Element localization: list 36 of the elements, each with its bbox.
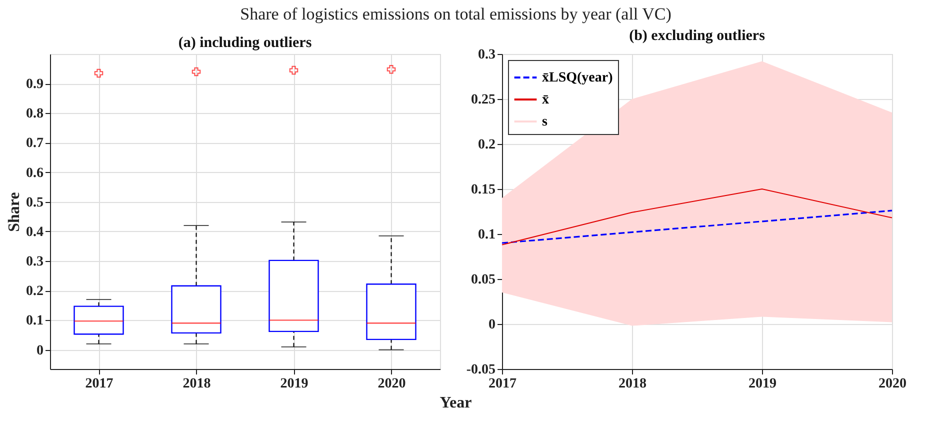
- legend-label: x̄: [542, 92, 549, 108]
- y-tick-label: 0.1: [26, 314, 44, 329]
- y-axis-title: Share: [6, 192, 23, 232]
- y-tick-label: 0.05: [471, 272, 496, 288]
- y-tick-label: 0.7: [26, 136, 44, 152]
- x-axis-title: Year: [440, 394, 472, 412]
- x-tick-label: 2020: [878, 376, 906, 392]
- y-tick-label: 0.1: [478, 228, 496, 242]
- y-tick-label: 0.3: [26, 254, 44, 270]
- line-series: [502, 188, 892, 246]
- y-tick-label: 0.9: [26, 77, 44, 92]
- y-tick-label: 0.2: [478, 138, 496, 152]
- y-tick-label: 0.6: [26, 166, 44, 181]
- y-tick-label: 0.25: [471, 92, 496, 108]
- y-tick-label: 0.3: [478, 48, 496, 62]
- chart-title: (b) excluding outliers: [629, 28, 766, 44]
- y-tick-label: 0: [488, 318, 496, 332]
- y-tick-label: 0: [36, 343, 44, 358]
- x-tick-label: 2019: [280, 376, 308, 392]
- legend-label: x̄LSQ(year): [542, 70, 614, 86]
- y-tick-label: 0.8: [26, 106, 44, 122]
- y-tick-label: 0.15: [471, 182, 496, 198]
- y-tick-label: 0.2: [26, 284, 44, 300]
- x-tick-label: 2017: [488, 376, 516, 392]
- line-series: [501, 210, 893, 244]
- chart-title: Share of logistics emissions on total emissions by year (all VC): [240, 4, 672, 24]
- y-tick-label: 0.4: [26, 224, 44, 240]
- x-tick-label: 2020: [378, 376, 406, 392]
- x-tick-label: 2018: [618, 376, 646, 392]
- y-tick-label: -0.05: [466, 362, 496, 378]
- y-tick-label: 0.5: [26, 195, 44, 210]
- legend-label: s: [542, 114, 548, 130]
- chart-subtitle: (a) including outliers: [178, 35, 312, 51]
- x-tick-label: 2019: [748, 376, 776, 392]
- x-tick-label: 2018: [182, 376, 211, 392]
- x-tick-label: 2017: [85, 376, 114, 392]
